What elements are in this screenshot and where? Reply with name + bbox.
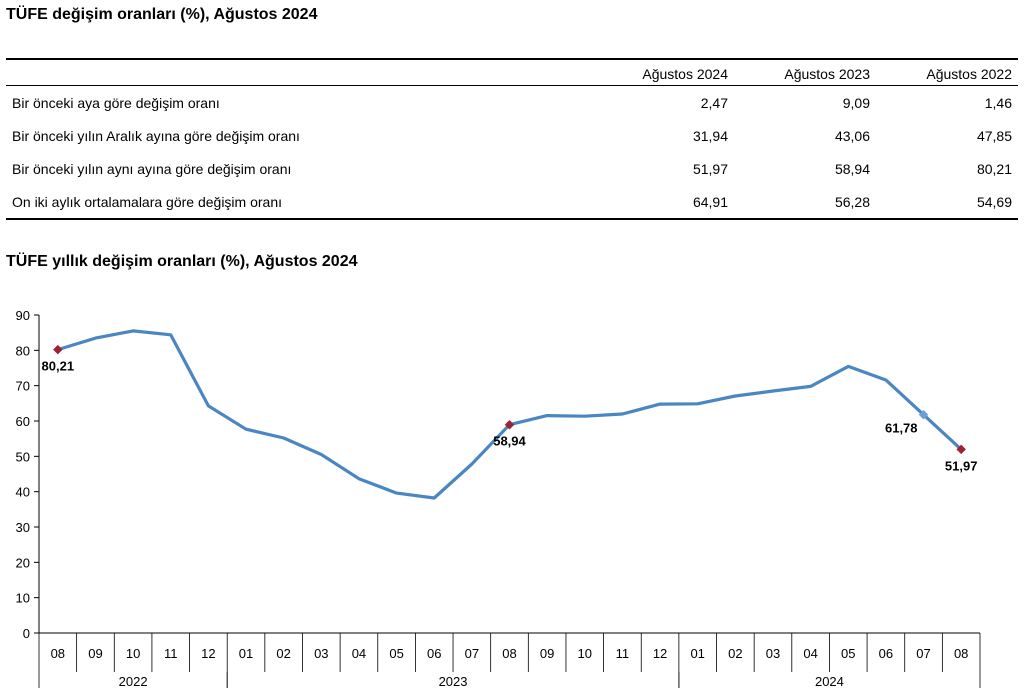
row-label: Bir önceki yılın aynı ayına göre değişim… (12, 160, 292, 177)
x-tick-label: 06 (427, 646, 441, 661)
x-tick-label: 01 (690, 646, 704, 661)
column-header: Ağustos 2022 (926, 66, 1012, 82)
table-cell: 31,94 (692, 127, 728, 144)
series-line (56, 329, 963, 500)
x-tick-label: 11 (616, 646, 630, 661)
x-tick-label: 03 (766, 646, 780, 661)
x-tick-label: 01 (239, 646, 253, 661)
y-tick-label: 60 (16, 414, 30, 429)
y-tick-label: 30 (16, 520, 30, 535)
x-tick-label: 09 (88, 646, 102, 661)
x-tick-label: 11 (164, 646, 178, 661)
x-tick-label: 07 (465, 646, 479, 661)
year-group-label: 2022 (119, 674, 148, 689)
data-point-marker (504, 419, 515, 430)
table-cell: 1,46 (984, 94, 1012, 111)
data-label: 80,21 (42, 359, 75, 374)
year-group-label: 2023 (439, 674, 468, 689)
table-cell: 9,09 (842, 94, 870, 111)
table-cell: 2,47 (700, 94, 728, 111)
data-point-marker (52, 344, 63, 355)
x-tick-label: 05 (841, 646, 855, 661)
x-tick-label: 12 (201, 646, 215, 661)
x-tick-label: 08 (502, 646, 516, 661)
table-row: Bir önceki aya göre değişim oranı 2,47 9… (6, 86, 1018, 120)
x-tick-label: 09 (540, 646, 554, 661)
table-cell: 43,06 (834, 127, 870, 144)
table-title: TÜFE değişim oranları (%), Ağustos 2024 (6, 6, 318, 23)
table-row: Bir önceki yılın aynı ayına göre değişim… (6, 152, 1018, 185)
table-row: On iki aylık ortalamalara göre değişim o… (6, 185, 1018, 219)
y-tick-label: 10 (16, 591, 30, 606)
y-tick-label: 40 (16, 485, 30, 500)
x-tick-label: 08 (954, 646, 968, 661)
cpi-change-table: Ağustos 2024 Ağustos 2023 Ağustos 2022 B… (6, 58, 1018, 220)
x-tick-label: 05 (389, 646, 403, 661)
y-tick-label: 20 (16, 555, 30, 570)
y-tick-label: 70 (16, 379, 30, 394)
y-tick-label: 50 (16, 449, 30, 464)
x-tick-label: 02 (728, 646, 742, 661)
x-tick-label: 06 (879, 646, 893, 661)
x-tick-label: 12 (653, 646, 667, 661)
table-cell: 54,69 (976, 193, 1012, 210)
row-label: Bir önceki yılın Aralık ayına göre değiş… (12, 127, 300, 144)
table-row: Bir önceki yılın Aralık ayına göre değiş… (6, 119, 1018, 152)
year-group-label: 2024 (815, 674, 844, 689)
row-label: On iki aylık ortalamalara göre değişim o… (12, 193, 283, 210)
y-tick-label: 90 (16, 308, 30, 323)
row-label: Bir önceki aya göre değişim oranı (12, 94, 220, 111)
column-header: Ağustos 2024 (642, 66, 728, 82)
table-cell: 47,85 (976, 127, 1012, 144)
x-tick-label: 10 (126, 646, 140, 661)
column-header: Ağustos 2023 (784, 66, 870, 82)
table-cell: 56,28 (834, 193, 870, 210)
table-cell: 51,97 (692, 160, 728, 177)
x-tick-label: 02 (276, 646, 290, 661)
y-tick-label: 0 (23, 626, 30, 641)
x-tick-label: 10 (578, 646, 592, 661)
data-point-marker (918, 409, 929, 420)
data-label: 58,94 (493, 434, 526, 449)
table-header-row: Ağustos 2024 Ağustos 2023 Ağustos 2022 (6, 59, 1018, 86)
table-cell: 58,94 (834, 160, 870, 177)
table-cell: 80,21 (976, 160, 1012, 177)
x-tick-label: 04 (803, 646, 817, 661)
data-label: 61,78 (885, 421, 918, 436)
data-label: 51,97 (945, 458, 978, 473)
table-header-corner (6, 59, 592, 86)
x-tick-label: 04 (352, 646, 366, 661)
y-tick-label: 80 (16, 343, 30, 358)
data-point-marker (956, 444, 967, 455)
x-tick-label: 03 (314, 646, 328, 661)
x-tick-label: 08 (51, 646, 65, 661)
table-cell: 64,91 (692, 193, 728, 210)
chart-title: TÜFE yıllık değişim oranları (%), Ağusto… (6, 253, 358, 270)
x-tick-label: 07 (916, 646, 930, 661)
